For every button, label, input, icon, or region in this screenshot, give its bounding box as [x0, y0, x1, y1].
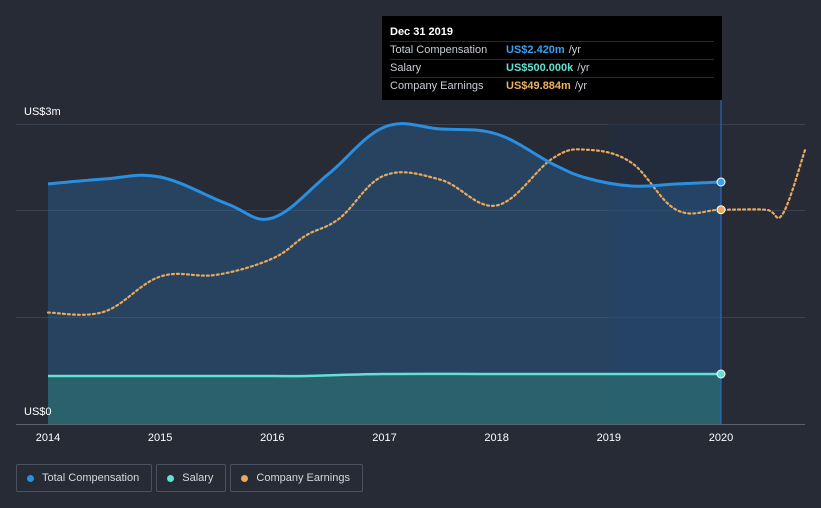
tooltip-row-total-compensation: Total Compensation US$2.420m /yr	[390, 41, 714, 59]
x-tick-label: 2014	[36, 432, 60, 444]
legend-label: Salary	[182, 472, 214, 484]
x-tick-label: 2015	[148, 432, 172, 444]
markers	[716, 177, 726, 379]
tooltip: Dec 31 2019 Total Compensation US$2.420m…	[382, 16, 722, 100]
tooltip-row-company-earnings: Company Earnings US$49.884m /yr	[390, 77, 714, 95]
salary-area	[48, 373, 721, 424]
tooltip-value: US$49.884m	[506, 80, 571, 92]
company-earnings-marker	[716, 205, 726, 215]
total-compensation-marker	[716, 177, 726, 187]
areas	[48, 123, 721, 425]
total-compensation-line	[47, 122, 722, 221]
tooltip-unit: /yr	[574, 80, 588, 92]
tooltip-label: Total Compensation	[390, 44, 488, 56]
y-tick-label-top: US$3m	[24, 106, 61, 118]
tooltip-unit: /yr	[577, 62, 590, 74]
salary-marker	[716, 369, 726, 379]
x-tick-label: 2018	[484, 432, 508, 444]
y-tick-label-bottom: US$0	[24, 406, 52, 418]
tooltip-unit: /yr	[568, 44, 581, 56]
x-tick-label: 2017	[372, 432, 396, 444]
x-tick-label: 2020	[709, 432, 733, 444]
legend-label: Total Compensation	[42, 472, 140, 484]
legend: Total Compensation Salary Company Earnin…	[16, 464, 363, 492]
legend-total-compensation[interactable]: Total Compensation	[16, 464, 153, 492]
x-tick-label: 2019	[597, 432, 621, 444]
x-tick-label: 2016	[260, 432, 284, 444]
tooltip-label: Salary	[390, 62, 422, 74]
legend-salary[interactable]: Salary	[156, 464, 227, 492]
total-compensation-area	[48, 123, 721, 425]
legend-label: Company Earnings	[256, 472, 350, 484]
tooltip-title: Dec 31 2019	[390, 26, 453, 38]
salary-line	[48, 372, 722, 378]
x-axis-ticks: 2014 2015 2016 2017 2018 2019 2020	[36, 432, 733, 444]
tooltip-value: US$500.000k	[506, 62, 574, 74]
tooltip-value: US$2.420m	[506, 44, 565, 56]
legend-dot-icon	[167, 474, 175, 482]
legend-dot-icon	[241, 474, 249, 482]
tooltip-label: Company Earnings	[390, 80, 484, 92]
legend-company-earnings[interactable]: Company Earnings	[230, 464, 363, 492]
legend-dot-icon	[27, 474, 34, 482]
tooltip-row-salary: Salary US$500.000k /yr	[390, 59, 714, 77]
